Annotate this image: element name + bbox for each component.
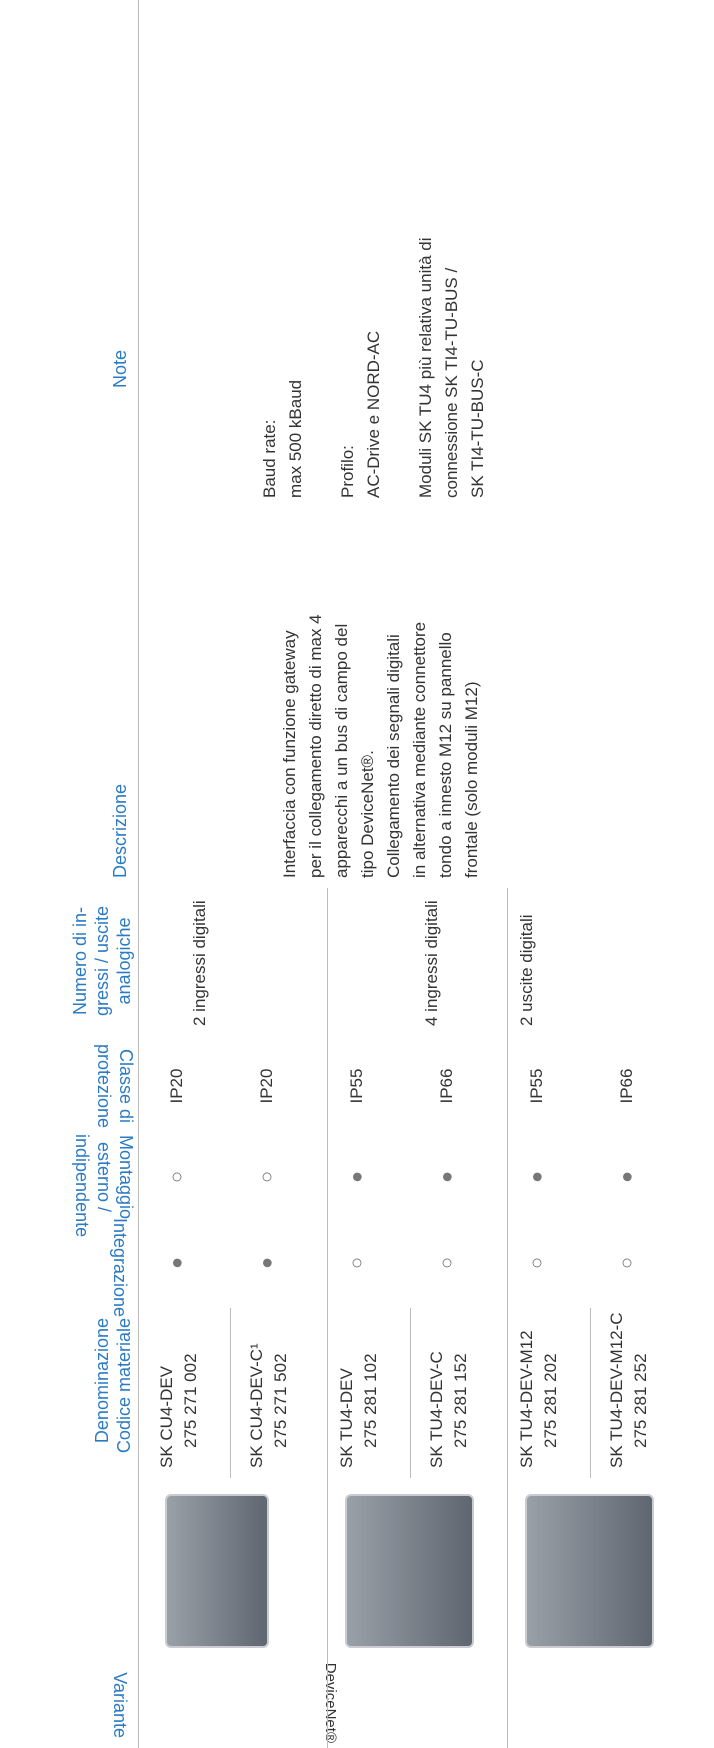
product-name: SK TU4-DEV xyxy=(337,1368,356,1468)
montaggio-mark: ● xyxy=(346,1170,368,1184)
note-line: max 500 kBaud xyxy=(286,379,305,498)
product-image xyxy=(525,1494,654,1648)
descrizione-line: in alternativa mediante connettore xyxy=(410,621,429,878)
classe: IP66 xyxy=(437,1068,456,1104)
classe: IP66 xyxy=(617,1068,636,1104)
classe: IP20 xyxy=(257,1068,276,1104)
header-io: gressi / uscite xyxy=(92,905,112,1017)
product-image xyxy=(345,1494,474,1648)
row-rule xyxy=(410,1308,411,1478)
product-code: 275 281 152 xyxy=(451,1353,470,1448)
product-name: SK TU4-DEV-C xyxy=(427,1351,446,1468)
header-classe: Classe di xyxy=(116,1048,136,1124)
product-code: 275 271 502 xyxy=(271,1353,290,1448)
montaggio-mark: ● xyxy=(616,1170,638,1184)
classe: IP55 xyxy=(527,1068,546,1104)
header-montaggio: indipendente xyxy=(72,1134,92,1238)
header-descrizione: Descrizione xyxy=(110,783,130,878)
descrizione-line: apparecchi a un bus di campo del xyxy=(332,623,351,878)
integrazione-mark: ● xyxy=(166,1256,188,1270)
note-line: connessione SK TI4-TU-BUS / xyxy=(442,267,461,498)
row-rule xyxy=(507,888,508,1748)
io: 2 uscite digitali xyxy=(517,914,536,1026)
classe: IP55 xyxy=(347,1068,366,1104)
header-note: Note xyxy=(110,349,130,388)
descrizione-line: tipo DeviceNet®. xyxy=(358,750,377,878)
product-name: SK TU4-DEV-M12 xyxy=(517,1330,536,1468)
row-rule xyxy=(230,1308,231,1478)
integrazione-mark: ○ xyxy=(616,1256,638,1270)
product-code: 275 271 002 xyxy=(181,1353,200,1448)
montaggio-mark: ○ xyxy=(166,1170,188,1184)
descrizione-line: Interfaccia con funzione gateway xyxy=(280,630,299,878)
descrizione-line: tondo a innesto M12 su pannello xyxy=(436,632,455,878)
montaggio-mark: ● xyxy=(436,1170,458,1184)
note-line: Moduli SK TU4 più relativa unità di xyxy=(416,237,435,499)
descrizione-line: Collegamento dei segnali digitali xyxy=(384,634,403,878)
row-rule xyxy=(590,1308,591,1478)
header-io: analogiche xyxy=(114,917,134,1005)
header-rule xyxy=(138,0,139,1748)
variant-group: DeviceNet® xyxy=(322,1662,339,1743)
io: 4 ingressi digitali xyxy=(422,900,441,1026)
header-montaggio: Montaggio xyxy=(116,1134,136,1220)
integrazione-mark: ○ xyxy=(436,1256,458,1270)
header-denominazione: Denominazione xyxy=(92,1318,112,1444)
header-io: Numero di in- xyxy=(70,906,90,1016)
note-line: AC-Drive e NORD-AC xyxy=(364,330,383,498)
descrizione-line: frontale (solo moduli M12) xyxy=(462,681,481,878)
header-variante: Variante xyxy=(110,1672,130,1738)
product-code: 275 281 202 xyxy=(541,1353,560,1448)
header-montaggio: esterno / xyxy=(94,1141,114,1213)
classe: IP20 xyxy=(167,1068,186,1104)
descrizione-line: per il collegamento diretto di max 4 xyxy=(306,614,325,878)
product-code: 275 281 102 xyxy=(361,1353,380,1448)
product-code: 275 281 252 xyxy=(631,1353,650,1448)
integrazione-mark: ○ xyxy=(346,1256,368,1270)
product-image xyxy=(165,1494,269,1648)
product-name: SK TU4-DEV-M12-C xyxy=(607,1312,626,1468)
integrazione-mark: ○ xyxy=(526,1256,548,1270)
note-line: SK TI4-TU-BUS-C xyxy=(468,359,487,498)
integrazione-mark: ● xyxy=(256,1256,278,1270)
io: 2 ingressi digitali xyxy=(190,900,209,1026)
note-line: Baud rate: xyxy=(260,419,279,498)
montaggio-mark: ● xyxy=(526,1170,548,1184)
product-name: SK CU4-DEV xyxy=(157,1365,176,1468)
row-rule xyxy=(327,888,328,1748)
header-denominazione: Codice materiale xyxy=(114,1318,134,1454)
note-line: Profilo: xyxy=(338,445,357,498)
montaggio-mark: ○ xyxy=(256,1170,278,1184)
product-name: SK CU4-DEV-C¹ xyxy=(247,1343,266,1468)
header-integrazione: Integrazione xyxy=(110,1218,130,1318)
header-classe: protezione xyxy=(94,1043,114,1129)
